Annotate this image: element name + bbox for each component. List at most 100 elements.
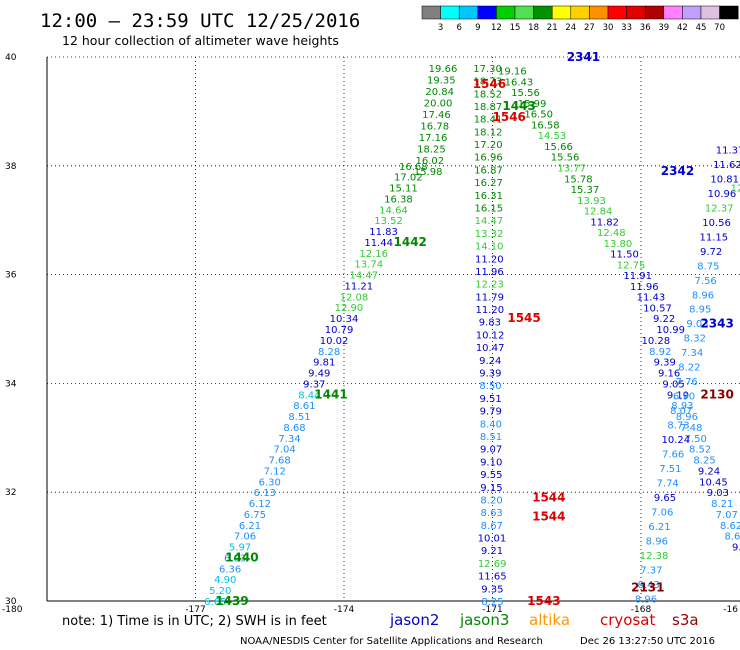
color-swatch <box>570 5 590 20</box>
y-tick-label: 40 <box>5 53 17 63</box>
wave-height-point: 9.55 <box>480 470 502 481</box>
y-tick-label: 36 <box>5 271 17 281</box>
color-swatch <box>719 5 739 20</box>
wave-height-point: 5.20 <box>209 586 231 597</box>
wave-height-point: 11.15 <box>699 232 728 243</box>
color-scale-label: 42 <box>677 23 688 33</box>
color-swatch <box>551 5 572 20</box>
wave-height-point: 9.10 <box>480 457 502 468</box>
wave-height-point: 11.20 <box>475 254 504 265</box>
pass-time-label: 2343 <box>700 317 733 331</box>
wave-height-point: 10.45 <box>699 477 728 488</box>
wave-height-point: 16.02 <box>415 156 444 167</box>
wave-height-point: 10.99 <box>656 325 685 336</box>
wave-height-point: 9.24 <box>479 356 501 367</box>
wave-height-point: 15.66 <box>544 142 573 153</box>
color-swatch <box>458 5 479 20</box>
wave-height-point: 8.50 <box>479 381 501 392</box>
footer-timestamp: Dec 26 13:27:50 UTC 2016 <box>580 636 715 647</box>
color-scale-label: 18 <box>528 23 539 33</box>
color-scale-label: 9 <box>475 23 480 33</box>
x-tick-label: -174 <box>334 605 355 615</box>
wave-height-point: 16.58 <box>531 120 560 131</box>
wave-height-point: 15.99 <box>518 99 547 110</box>
wave-height-point: 20.84 <box>425 87 454 98</box>
sat-jason3: jason3 <box>459 611 509 629</box>
color-scale-label: 36 <box>640 23 651 33</box>
wave-height-point: 5.97 <box>229 543 251 554</box>
wave-height-point: 9.72 <box>700 247 722 258</box>
wave-height-point: 9.03 <box>707 488 729 499</box>
wave-height-point: 10.01 <box>478 534 507 545</box>
wave-height-point: 9.51 <box>479 394 501 405</box>
wave-height-point: 16.96 <box>474 153 503 164</box>
wave-height-point: 12.75 <box>617 260 646 271</box>
wave-height-point: 8.96 <box>646 536 668 547</box>
wave-height-point: 15.78 <box>564 174 593 185</box>
footer-credit: NOAA/NESDIS Center for Satellite Applica… <box>240 636 543 647</box>
wave-height-point: 11.20 <box>475 305 504 316</box>
wave-height-point: 8.51 <box>480 432 502 443</box>
wave-height-point: 10.34 <box>330 314 359 325</box>
wave-height-point: 15.11 <box>389 184 418 195</box>
color-swatch <box>644 5 665 20</box>
wave-height-point: 18.41 <box>474 115 503 126</box>
wave-height-point: 12.48 <box>597 228 626 239</box>
wave-height-point: 11.37 <box>716 145 740 156</box>
wave-height-point: 17.16 <box>419 133 448 144</box>
wave-height-point: 7.34 <box>681 348 703 359</box>
wave-height-point: 10.47 <box>476 343 505 354</box>
wave-height-point: 7.74 <box>657 478 679 489</box>
wave-height-point: 6.90 <box>673 392 695 403</box>
wave-height-point: 16.15 <box>475 204 504 215</box>
wave-height-point: 9.39 <box>654 358 676 369</box>
wave-height-point: 11.83 <box>369 227 398 238</box>
wave-height-point: 12.69 <box>478 559 507 570</box>
pass-time-label: 1546 <box>473 77 506 91</box>
wave-height-point: 8.96 <box>635 594 657 605</box>
wave-height-point: 10.56 <box>702 218 731 229</box>
wave-height-point: 7.51 <box>659 464 681 475</box>
wave-height-point: 7.50 <box>685 434 707 445</box>
color-scale-label: 21 <box>547 23 558 33</box>
wave-height-point: 9.81 <box>313 358 335 369</box>
wave-height-point: 7.66 <box>662 450 684 461</box>
pass-time-label: 1543 <box>527 594 560 608</box>
wave-height-point: 11.96 <box>630 282 659 293</box>
wave-height-point: 16.27 <box>474 178 503 189</box>
wave-height-point: 8.43 <box>638 580 660 591</box>
chart-title: 12:00 – 23:59 UTC 12/25/2016 <box>40 10 360 32</box>
pass-time-label: 1442 <box>394 235 427 249</box>
wave-height-point: 8.96 <box>692 290 714 301</box>
wave-height-point: 8.69 <box>724 532 740 543</box>
wave-height-point: 18.73 <box>473 77 502 88</box>
wave-height-point: 17.30 <box>473 64 502 75</box>
wave-height-point: 7.06 <box>651 507 673 518</box>
pass-time-label: 1544 <box>532 510 565 524</box>
wave-height-point: 16.78 <box>420 121 449 132</box>
wave-height-point: 9.21 <box>481 546 503 557</box>
color-scale-label: 27 <box>584 23 595 33</box>
wave-height-point: 12.90 <box>335 303 364 314</box>
pass-time-label: 1439 <box>215 594 248 608</box>
wave-height-point: 10.96 <box>708 189 737 200</box>
color-swatch <box>496 5 516 20</box>
wave-height-point: 13.77 <box>557 164 586 175</box>
wave-height-point: 15.56 <box>511 88 540 99</box>
wave-height-point: 9.07 <box>480 445 502 456</box>
wave-height-point: 8.75 <box>697 261 719 272</box>
wave-height-point: 7.68 <box>269 456 291 467</box>
color-scale-label: 39 <box>658 23 669 33</box>
wave-height-point: 15.56 <box>551 153 580 164</box>
color-swatch <box>626 5 646 20</box>
color-swatch <box>607 5 627 20</box>
wave-height-tracks: 6.655.204.906.366.035.977.066.216.756.12… <box>204 64 740 608</box>
wave-height-point: 6.65 <box>204 597 226 608</box>
wave-height-point: 7.04 <box>273 445 295 456</box>
color-scale-label: 45 <box>696 23 707 33</box>
pass-time-label: 1545 <box>507 311 540 325</box>
color-scale-label: 24 <box>565 23 576 33</box>
color-swatch <box>663 5 683 20</box>
wave-height-point: 9.03 <box>686 319 708 330</box>
wave-height-point: 8.28 <box>318 347 340 358</box>
